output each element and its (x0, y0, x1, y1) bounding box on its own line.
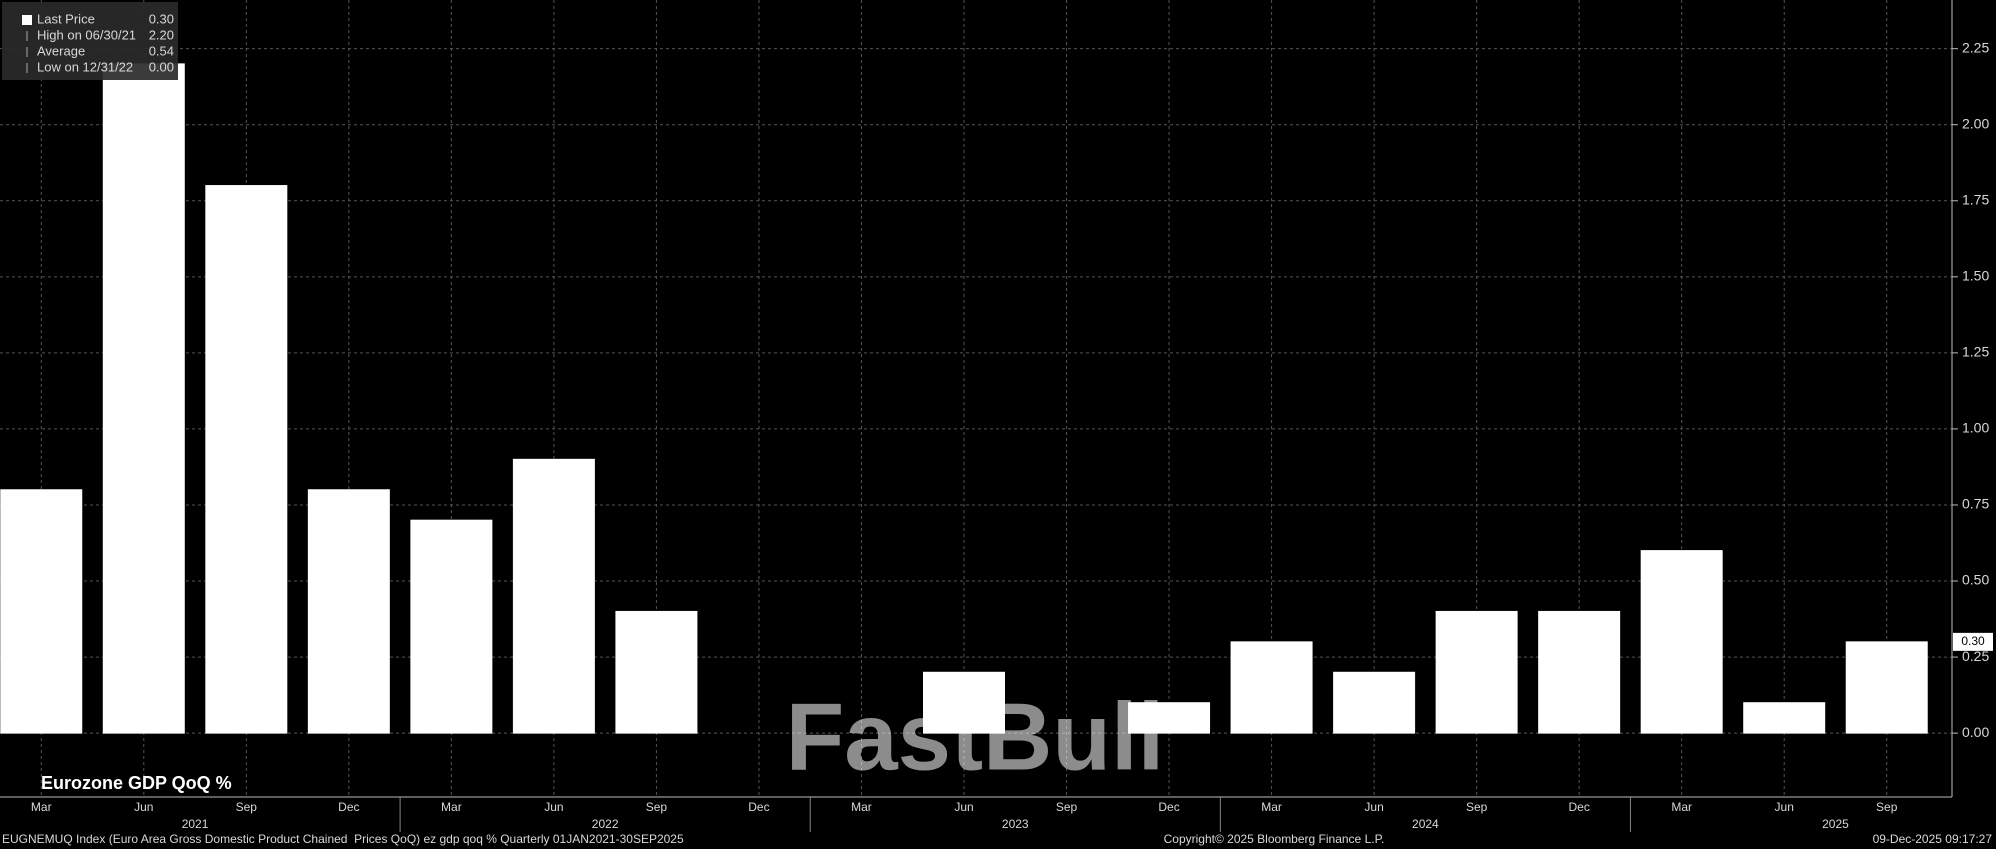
bar (1333, 671, 1416, 734)
y-tick-label: 1.50 (1962, 268, 1989, 284)
plot-area (0, 0, 1952, 797)
bar (102, 63, 185, 734)
y-tick-label: 1.25 (1962, 344, 1989, 360)
legend-label: Last Price (37, 11, 95, 26)
bar (1435, 610, 1518, 734)
x-tick-label: Dec (1568, 800, 1589, 814)
x-tick-label: Dec (338, 800, 359, 814)
y-tick-label: 0.00 (1962, 724, 1989, 740)
bar (1743, 702, 1826, 734)
watermark: FastBull (786, 683, 1165, 790)
legend-swatch (22, 15, 32, 25)
year-label: 2023 (1002, 817, 1029, 831)
bar (615, 610, 698, 734)
bar (1845, 641, 1928, 734)
y-tick-label: 0.25 (1962, 648, 1989, 664)
bar (307, 489, 390, 734)
year-label: 2025 (1822, 817, 1849, 831)
legend-label: Low on 12/31/22 (37, 59, 133, 74)
x-tick-label: Jun (1775, 800, 1794, 814)
x-tick-label: Mar (1671, 800, 1692, 814)
last-price-tag (1953, 632, 1993, 651)
x-tick-label: Mar (441, 800, 462, 814)
x-tick-label: Mar (851, 800, 872, 814)
x-tick-label: Mar (1261, 800, 1282, 814)
x-tick-label: Sep (1466, 800, 1488, 814)
legend: Last Price 0.30 High on 06/30/21 2.20 Averag… (22, 11, 174, 74)
x-tick-label: Dec (748, 800, 769, 814)
legend-value: 2.20 (149, 27, 174, 42)
x-tick-label: Sep (646, 800, 668, 814)
y-tick-label: 2.00 (1962, 115, 1989, 131)
bar (1538, 610, 1621, 734)
legend-value: 0.00 (149, 59, 174, 74)
x-tick-label: Jun (954, 800, 973, 814)
year-label: 2024 (1412, 817, 1439, 831)
legend-label: Average (37, 43, 85, 58)
year-label: 2021 (182, 817, 209, 831)
footer-center: Copyright© 2025 Bloomberg Finance L.P. (1164, 832, 1385, 846)
y-tick-label: 0.75 (1962, 496, 1989, 512)
legend-label: High on 06/30/21 (37, 27, 136, 42)
y-tick-label: 0.50 (1962, 572, 1989, 588)
legend-value: 0.30 (149, 11, 174, 26)
bar (1128, 702, 1211, 734)
last-price-label: 0.30 (1961, 634, 1985, 648)
footer-right: 09-Dec-2025 09:17:27 (1873, 832, 1993, 846)
year-label: 2022 (592, 817, 619, 831)
y-tick-label: 1.75 (1962, 191, 1989, 207)
x-tick-label: Dec (1158, 800, 1179, 814)
x-tick-label: Jun (544, 800, 563, 814)
x-tick-label: Sep (1876, 800, 1898, 814)
bar (1230, 641, 1313, 734)
bar (410, 519, 493, 734)
y-tick-label: 2.25 (1962, 39, 1989, 55)
bar (0, 489, 83, 734)
bar (1640, 550, 1723, 734)
x-tick-label: Jun (134, 800, 153, 814)
bar (923, 671, 1005, 734)
x-tick-label: Mar (31, 800, 52, 814)
x-tick-label: Sep (236, 800, 258, 814)
y-tick-label: 1.00 (1962, 420, 1989, 436)
legend-value: 0.54 (149, 43, 174, 58)
footer-left: EUGNEMUQ Index (Euro Area Gross Domestic… (2, 832, 684, 846)
chart-title: Eurozone GDP QoQ % (41, 773, 232, 793)
x-tick-label: Sep (1056, 800, 1078, 814)
bar (512, 458, 595, 734)
x-tick-label: Jun (1364, 800, 1383, 814)
bar (205, 185, 288, 734)
